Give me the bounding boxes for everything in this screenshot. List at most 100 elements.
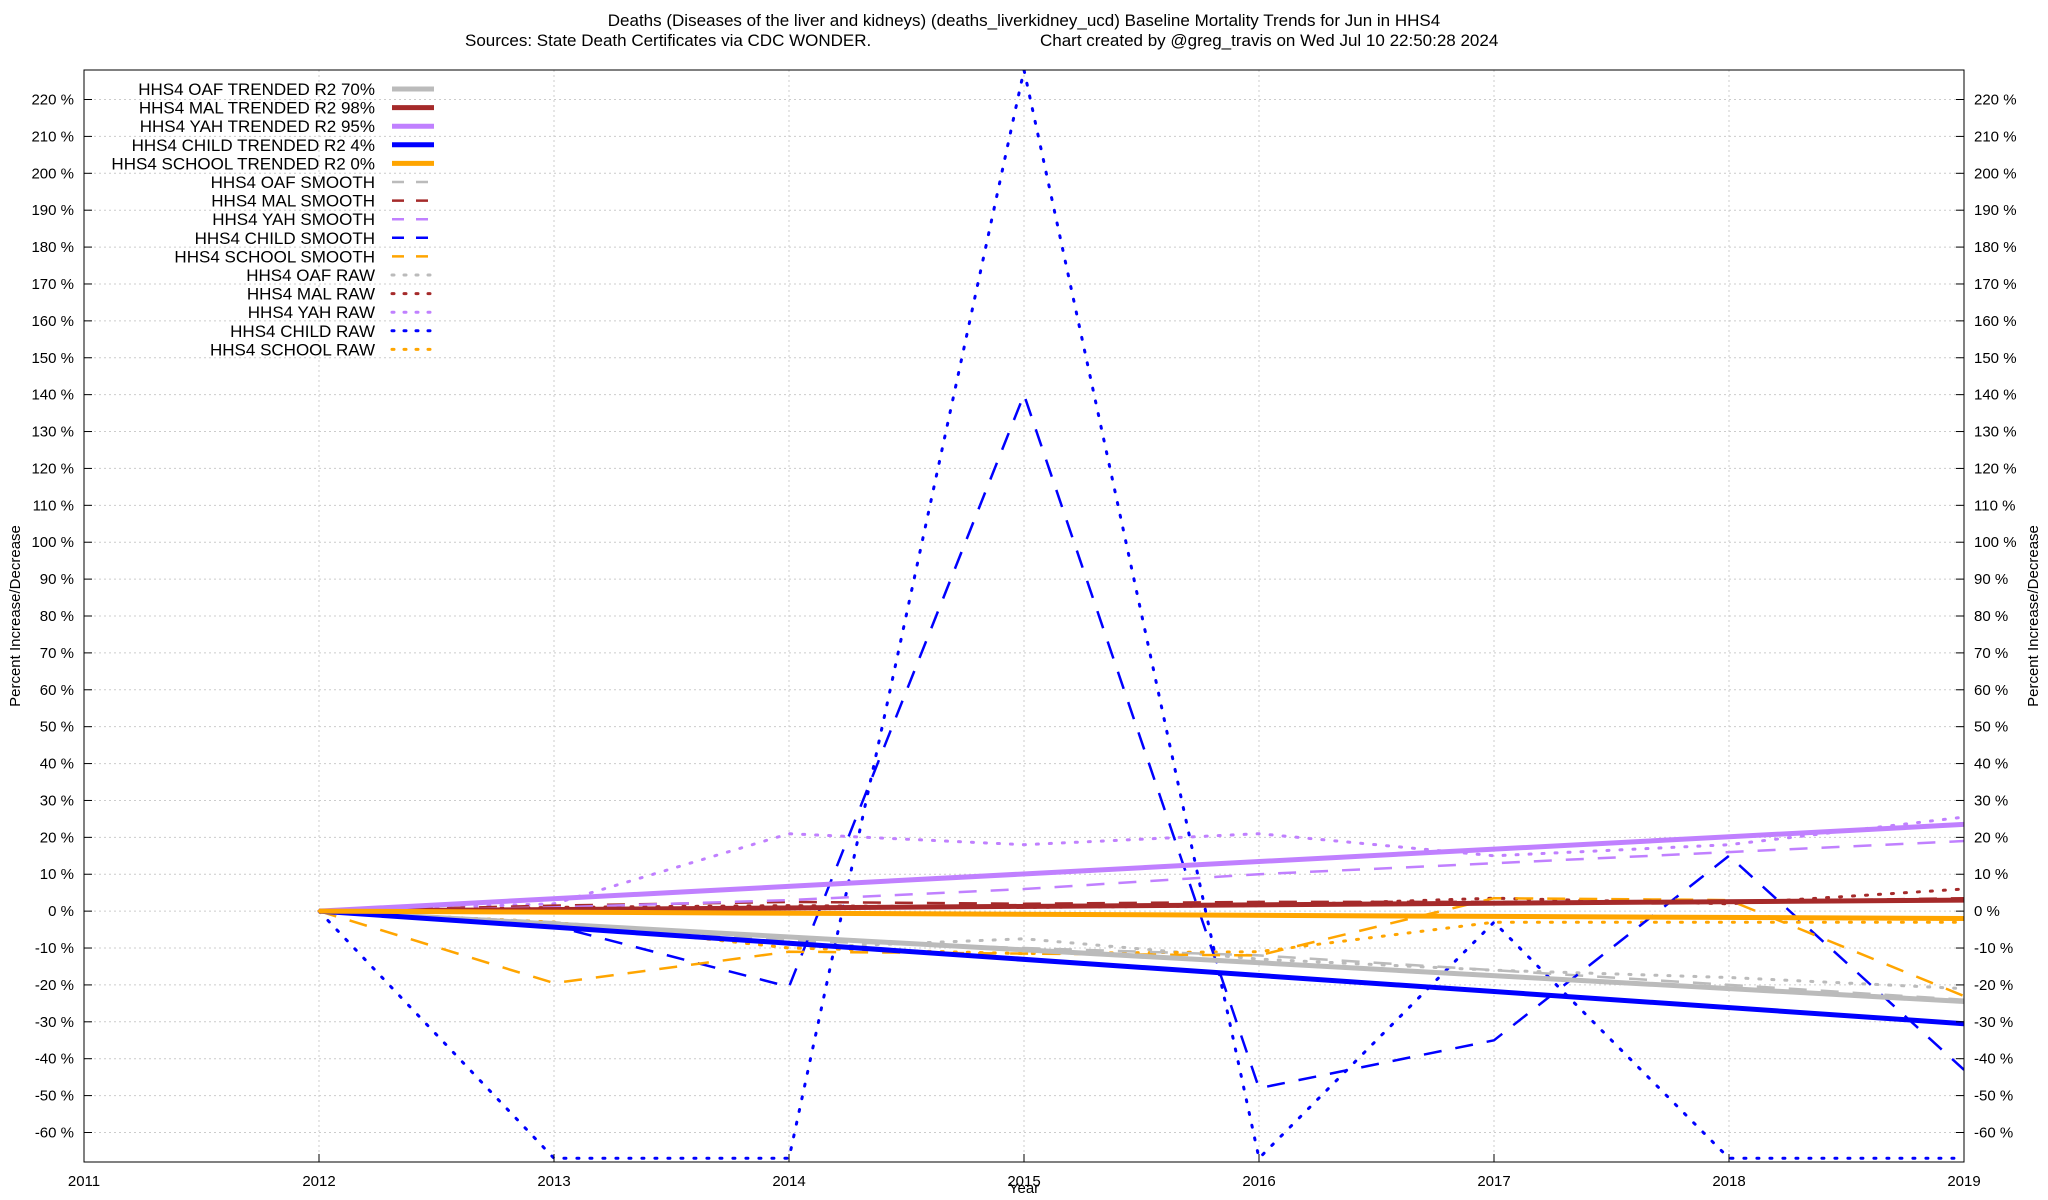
axis-ticks: -60 % -60 % -50 % -50 % -40 % -40 % -30 % -30 %… — [31, 92, 2016, 1190]
y-tick-label: 100 % — [31, 534, 74, 551]
x-tick-label: 2018 — [1712, 1173, 1745, 1190]
y2-tick-label: 30 % — [1974, 792, 2008, 809]
y-tick-label: 160 % — [31, 313, 74, 330]
legend-label: HHS4 CHILD RAW — [230, 322, 375, 341]
series-line-9 — [318, 393, 1964, 1090]
y2-tick-label: 10 % — [1974, 866, 2008, 883]
series-line-2 — [318, 897, 1964, 914]
y-tick-label: 120 % — [31, 460, 74, 477]
y2-tick-label: 90 % — [1974, 571, 2008, 588]
y2-tick-label: 140 % — [1974, 387, 2017, 404]
legend-label: HHS4 CHILD TRENDED R2 4% — [132, 136, 375, 155]
y-tick-label: 110 % — [33, 497, 74, 514]
y2-tick-label: -40 % — [1974, 1051, 2013, 1068]
y-tick-label: 10 % — [40, 866, 74, 883]
legend-label: HHS4 OAF SMOOTH — [211, 173, 375, 192]
y-tick-label: 50 % — [40, 719, 74, 736]
y2-tick-label: 0 % — [1974, 903, 2000, 920]
y-tick-label: 90 % — [40, 571, 74, 588]
y2-tick-label: 220 % — [1974, 92, 2017, 109]
y2-tick-label: -20 % — [1974, 977, 2013, 994]
y-axis-label: Percent Increase/Decrease — [7, 525, 24, 707]
y-tick-label: -40 % — [35, 1051, 74, 1068]
y2-tick-label: 120 % — [1974, 460, 2017, 477]
x-axis-label: Year — [1009, 1180, 1039, 1197]
x-tick-label: 2012 — [302, 1173, 335, 1190]
series-line-5 — [318, 908, 1964, 921]
legend: HHS4 OAF TRENDED R2 70%HHS4 MAL TRENDED … — [111, 80, 436, 359]
y2-tick-label: 40 % — [1974, 756, 2008, 773]
legend-label: HHS4 MAL RAW — [247, 285, 375, 304]
legend-label: HHS4 YAH TRENDED R2 95% — [140, 117, 375, 136]
y-tick-label: 170 % — [31, 276, 74, 293]
y2-tick-label: 50 % — [1974, 719, 2008, 736]
x-tick-label: 2014 — [772, 1173, 805, 1190]
legend-label: HHS4 MAL TRENDED R2 98% — [139, 99, 375, 118]
x-tick-label: 2016 — [1242, 1173, 1275, 1190]
legend-label: HHS4 SCHOOL TRENDED R2 0% — [111, 154, 375, 173]
series-line-14 — [317, 70, 1964, 1160]
x-tick-label: 2015 — [1007, 1173, 1040, 1190]
y-tick-label: 210 % — [31, 128, 74, 145]
y-tick-label: 150 % — [31, 350, 74, 367]
y2-tick-label: 130 % — [1974, 424, 2017, 441]
y2-tick-label: 100 % — [1974, 534, 2017, 551]
legend-label: HHS4 SCHOOL SMOOTH — [174, 247, 375, 266]
legend-label: HHS4 SCHOOL RAW — [210, 340, 375, 359]
y-tick-label: 0 % — [48, 903, 74, 920]
y-tick-label: -60 % — [35, 1124, 74, 1141]
y-tick-label: 130 % — [31, 424, 74, 441]
x-tick-label: 2017 — [1477, 1173, 1510, 1190]
y2-tick-label: -60 % — [1974, 1124, 2013, 1141]
series-line-4 — [318, 908, 1964, 1027]
y2-tick-label: 150 % — [1974, 350, 2017, 367]
x-tick-label: 2019 — [1947, 1173, 1980, 1190]
y-tick-label: -10 % — [35, 940, 74, 957]
y2-tick-label: 70 % — [1974, 645, 2008, 662]
y2-tick-label: 60 % — [1974, 682, 2008, 699]
y-tick-label: 30 % — [40, 792, 74, 809]
chart-source-note: Sources: State Death Certificates via CD… — [465, 31, 871, 50]
legend-label: HHS4 YAH SMOOTH — [212, 210, 375, 229]
legend-label: HHS4 OAF RAW — [246, 266, 375, 285]
y2-axis-label: Percent Increase/Decrease — [2025, 525, 2042, 707]
x-tick-label: 2011 — [68, 1173, 100, 1190]
y2-tick-label: -10 % — [1974, 940, 2013, 957]
y-tick-label: 40 % — [40, 756, 74, 773]
legend-label: HHS4 MAL SMOOTH — [211, 192, 375, 211]
y-tick-label: 190 % — [31, 202, 74, 219]
y-tick-label: 180 % — [31, 239, 74, 256]
y2-tick-label: 190 % — [1974, 202, 2017, 219]
series-line-13 — [317, 815, 1964, 913]
y2-tick-label: 20 % — [1974, 829, 2008, 846]
y-tick-label: -30 % — [35, 1014, 74, 1031]
y2-tick-label: -50 % — [1974, 1088, 2013, 1105]
y-tick-label: 60 % — [40, 682, 74, 699]
y-tick-label: 20 % — [40, 829, 74, 846]
y-tick-label: 220 % — [31, 92, 74, 109]
y2-tick-label: 210 % — [1974, 128, 2017, 145]
legend-label: HHS4 CHILD SMOOTH — [195, 229, 375, 248]
chart-credit-note: Chart created by @greg_travis on Wed Jul… — [1040, 31, 1498, 50]
y2-tick-label: 110 % — [1974, 497, 2015, 514]
legend-label: HHS4 OAF TRENDED R2 70% — [138, 80, 375, 99]
y2-tick-label: 200 % — [1974, 165, 2017, 182]
y2-tick-label: 160 % — [1974, 313, 2017, 330]
chart-title: Deaths (Diseases of the liver and kidney… — [608, 11, 1440, 30]
grid-lines — [83, 70, 1965, 1162]
series-lines — [317, 70, 1964, 1160]
y-tick-label: -50 % — [35, 1088, 74, 1105]
legend-label: HHS4 YAH RAW — [248, 303, 375, 322]
y-tick-label: 200 % — [31, 165, 74, 182]
y2-tick-label: 170 % — [1974, 276, 2017, 293]
y2-tick-label: 80 % — [1974, 608, 2008, 625]
x-tick-label: 2013 — [537, 1173, 570, 1190]
y-tick-label: 140 % — [31, 387, 74, 404]
y-tick-label: 80 % — [40, 608, 74, 625]
y-tick-label: -20 % — [35, 977, 74, 994]
series-line-3 — [318, 821, 1964, 914]
y2-tick-label: -30 % — [1974, 1014, 2013, 1031]
y2-tick-label: 180 % — [1974, 239, 2017, 256]
y-tick-label: 70 % — [40, 645, 74, 662]
